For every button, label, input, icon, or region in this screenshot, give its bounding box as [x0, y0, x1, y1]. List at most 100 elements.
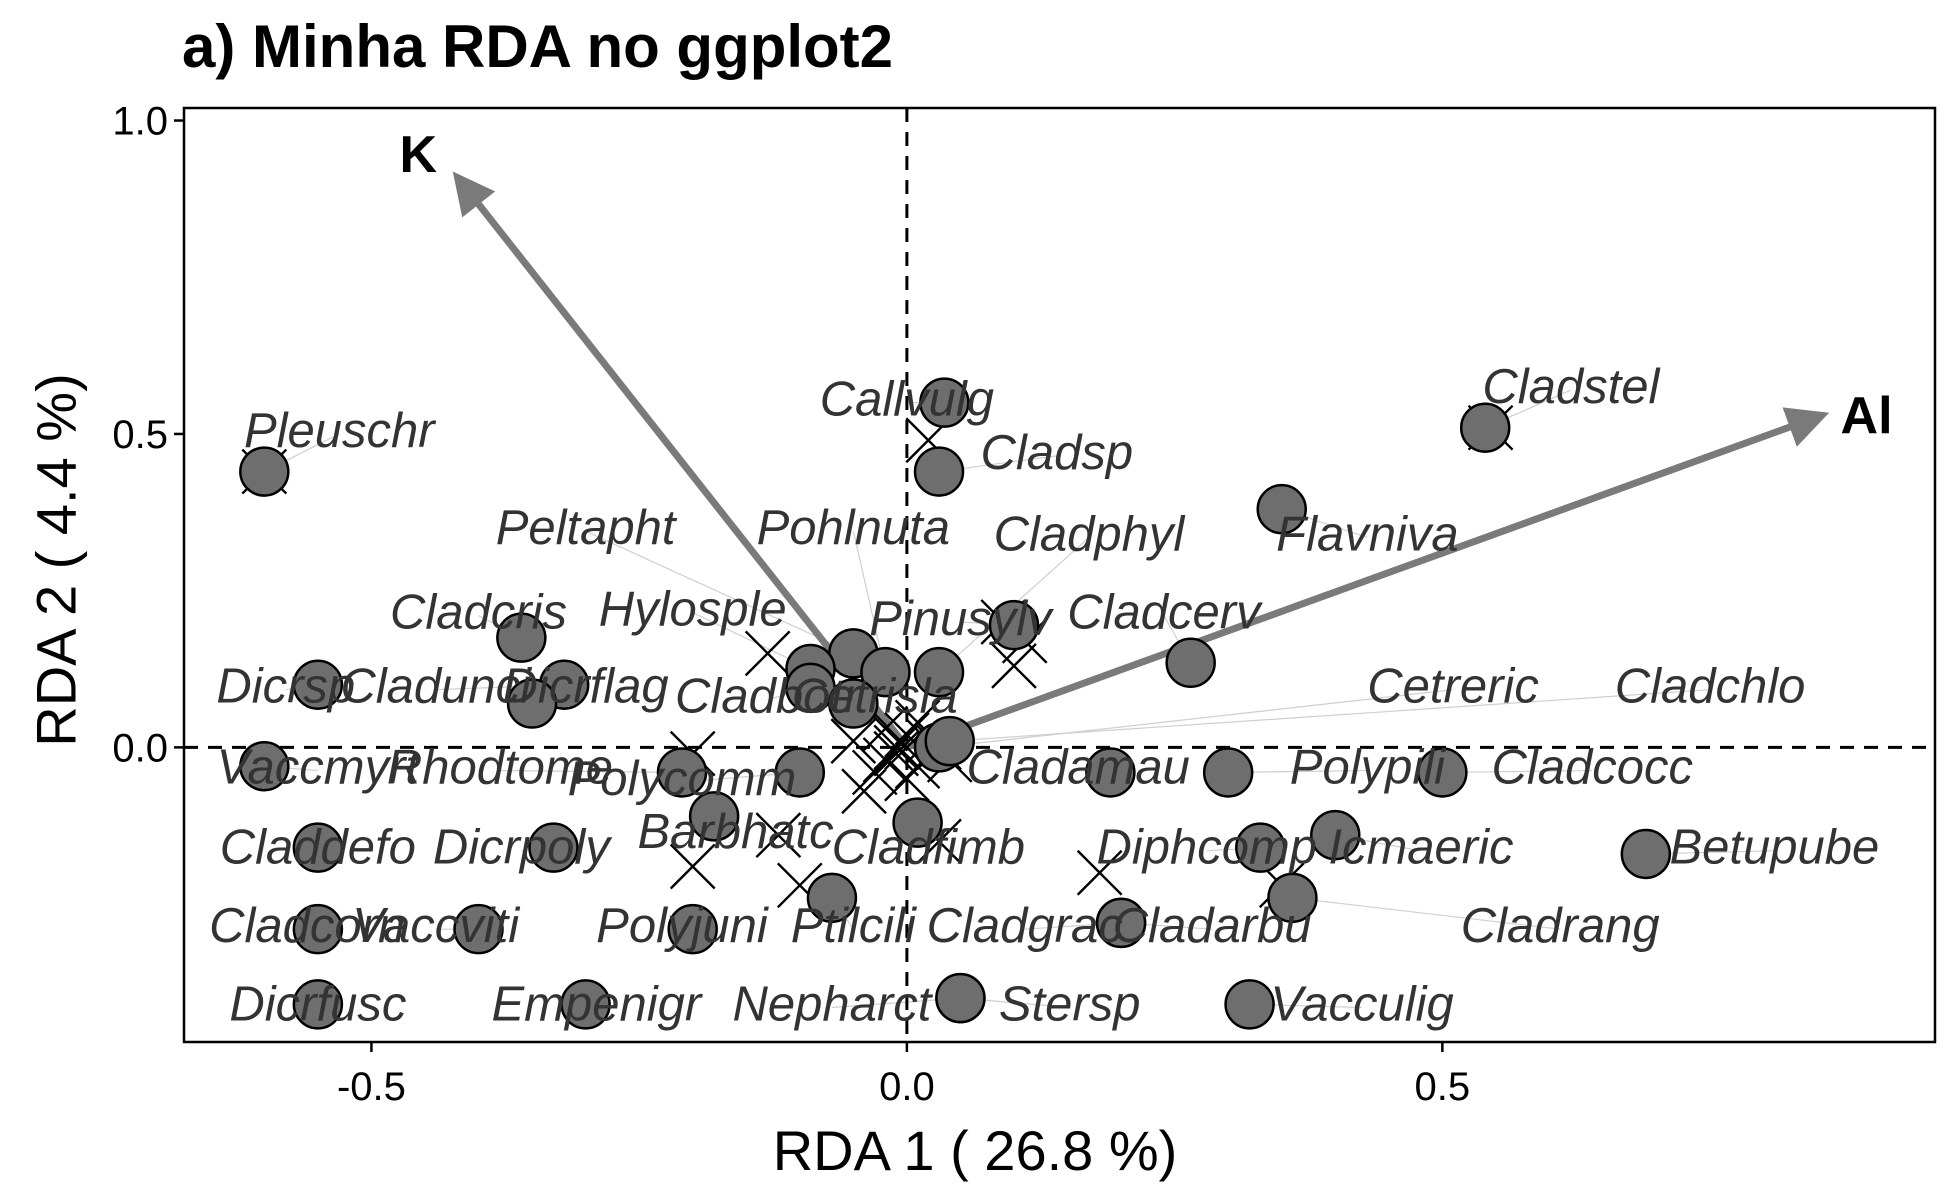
x-axis-title: RDA 1 ( 26.8 %)	[772, 1119, 1178, 1182]
reference-lines	[184, 108, 1935, 1042]
species-label: Rhodtome	[387, 741, 613, 795]
species-label: Betupube	[1669, 821, 1879, 875]
species-point	[806, 872, 858, 924]
species-label: Cladunci	[340, 660, 532, 714]
site-marker	[841, 768, 887, 815]
species-label: Pohlnuta	[757, 501, 950, 555]
species-label: Pinusylv	[869, 592, 1054, 646]
species-label: Hylosple	[599, 583, 787, 637]
species-point	[1310, 809, 1361, 861]
species-label: Cladfimb	[832, 821, 1025, 875]
species-label: Pleuschr	[244, 404, 436, 458]
species-point	[1165, 637, 1216, 689]
site-marker	[862, 737, 909, 783]
env-label-al: Al	[1841, 387, 1893, 445]
species-point	[988, 599, 1040, 651]
site-marker	[991, 643, 1037, 689]
axes: -0.5 0.0 0.5 0.0 0.5 1.0	[112, 100, 1470, 1109]
species-point	[1095, 897, 1147, 949]
connector-line	[938, 689, 1454, 748]
species-label: Cladcorn	[209, 899, 405, 953]
species-point	[528, 822, 579, 873]
y-tick-label: 0.5	[112, 413, 168, 457]
species-point	[239, 740, 290, 792]
x-tick-label: 0.5	[1415, 1065, 1471, 1109]
species-label: Polycomm	[568, 752, 797, 806]
species-point	[292, 659, 344, 710]
species-point	[239, 446, 290, 497]
env-labels: K Al	[400, 126, 1893, 445]
species-point	[913, 646, 965, 698]
plot-frame	[182, 106, 1937, 1044]
species-label: Dicrsp	[216, 660, 355, 714]
species-point	[1620, 828, 1672, 880]
species-label: Cetreric	[1367, 660, 1539, 714]
species-label: Cladcris	[390, 586, 567, 640]
species-point	[892, 797, 943, 848]
species-label: Cladphyl	[994, 507, 1186, 561]
species-point	[292, 822, 344, 873]
species-label: Stersp	[999, 977, 1141, 1031]
species-label: Claddefo	[220, 821, 416, 875]
species-point	[1256, 483, 1307, 535]
species-label: Cladcocc	[1492, 741, 1694, 795]
species-label: Nepharct	[733, 977, 934, 1031]
x-tick-label: 0.0	[879, 1065, 935, 1109]
species-label: Cladgrac	[927, 899, 1123, 953]
species-point	[1224, 979, 1275, 1030]
site-marker	[873, 724, 920, 771]
species-point	[774, 747, 826, 798]
species-point	[292, 903, 344, 955]
connector-line	[499, 769, 682, 774]
species-label: Cladbotr	[675, 670, 862, 724]
species-label: Diphcomp	[1096, 821, 1317, 875]
species-label: Cladrang	[1461, 899, 1660, 953]
species-label: Peltapht	[496, 501, 678, 555]
species-point	[860, 646, 911, 698]
species-point	[1417, 747, 1468, 798]
species-label: Icmaeric	[1328, 821, 1513, 875]
env-label-k: K	[400, 126, 438, 184]
species-point	[924, 715, 975, 767]
species-label: Cladchlo	[1615, 660, 1806, 714]
species-point	[919, 377, 970, 428]
species-label: Cladcerv	[1067, 586, 1263, 640]
species-point	[688, 791, 740, 842]
species-point	[656, 747, 708, 798]
species-label: Callvulg	[820, 373, 994, 427]
y-axis-title: RDA 2 ( 4.4 %)	[24, 373, 88, 747]
species-label: Cladamau	[967, 741, 1190, 795]
species-label: Polyjuni	[596, 899, 769, 953]
species-point	[496, 612, 547, 663]
species-label: Empenigr	[491, 977, 702, 1031]
species-label: Cladarbu	[1113, 899, 1312, 953]
species-label: Vacculig	[1270, 977, 1453, 1031]
species-label: Cladstel	[1482, 360, 1660, 414]
panel-border	[182, 106, 1937, 1044]
connector-line	[1292, 897, 1561, 930]
species-label: Ptilcili	[791, 899, 917, 953]
species-point	[292, 979, 344, 1030]
species-label: Dicrflag	[503, 660, 669, 714]
species-point	[1085, 747, 1136, 798]
species-point	[1459, 402, 1511, 453]
x-tick-label: -0.5	[337, 1065, 406, 1109]
y-tick-label: 0.0	[112, 726, 168, 770]
chart-title: a) Minha RDA no ggplot2	[182, 13, 894, 80]
site-marker	[1076, 849, 1123, 896]
species-label: Dicrfusc	[229, 977, 406, 1031]
species-point	[1202, 747, 1254, 798]
species-point	[506, 678, 558, 729]
connector-line	[949, 689, 1711, 742]
species-point	[453, 903, 504, 955]
species-point	[935, 972, 986, 1024]
site-marker	[669, 843, 716, 890]
species-point	[828, 678, 879, 729]
site-marker	[830, 718, 877, 764]
species-point	[913, 446, 965, 497]
site-marker	[744, 630, 791, 677]
species-label: Cetrisla	[792, 670, 958, 724]
